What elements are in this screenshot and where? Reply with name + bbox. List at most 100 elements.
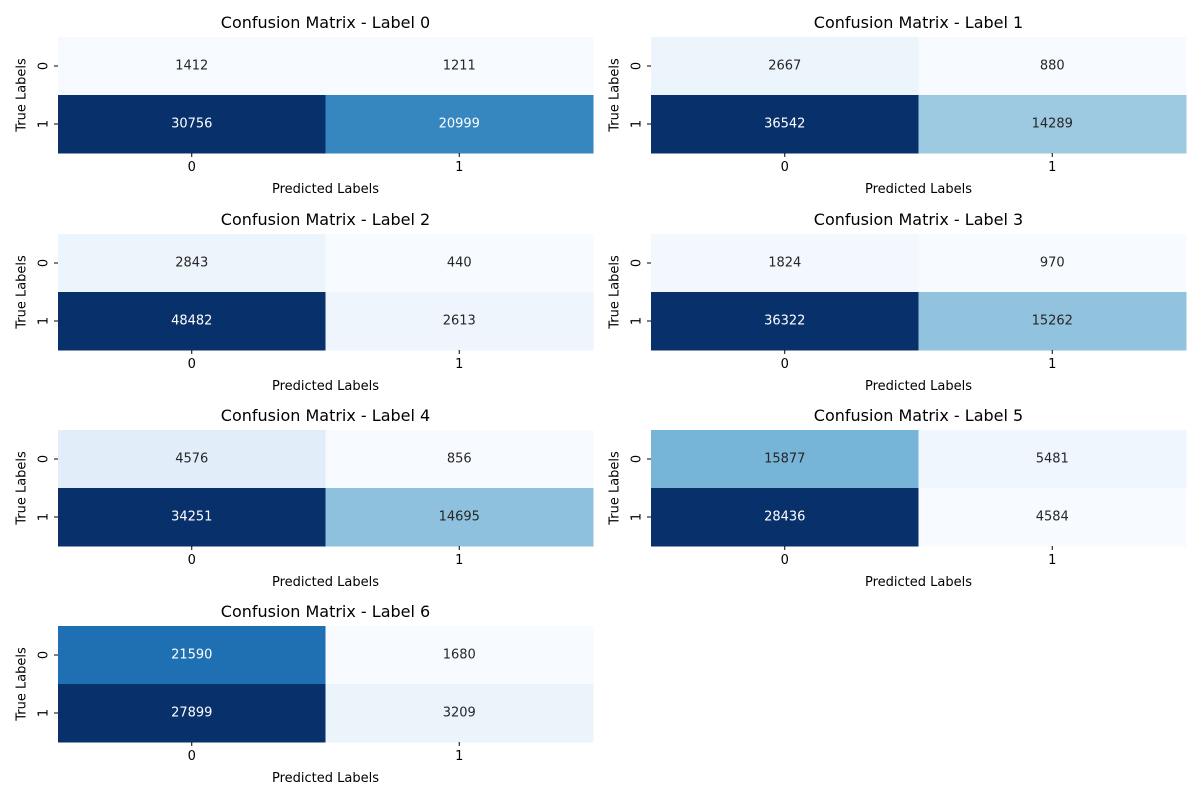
cell-value-label: 48482 [171,314,212,329]
heatmap-cell [58,37,326,96]
heatmap-cell [58,430,326,489]
y-tick-label: 0 [37,455,52,463]
y-axis-label: True Labels [15,255,30,330]
heatmap-cell [651,430,919,489]
heatmap-panel-3: 1824 970 36322 15262 Confusion Matrix - Labe… [608,210,1187,394]
heatmap-cell [325,95,594,154]
cell-value-label: 856 [447,452,472,467]
cell-value-label: 5481 [1036,452,1069,467]
x-tick-label: 0 [188,749,196,764]
heatmap-panel-4: 4576 856 34251 14695 Confusion Matrix - Labe… [15,406,594,590]
heatmap-cell [58,626,326,685]
cell-value-label: 14289 [1032,117,1073,132]
cell-value-label: 2843 [175,256,208,271]
chart-title: Confusion Matrix - Label 6 [221,602,430,621]
cell-value-label: 970 [1040,256,1065,271]
heatmap-cell [325,626,594,685]
cell-value-label: 2667 [768,59,801,74]
cell-value-label: 34251 [171,510,212,525]
x-axis-label: Predicted Labels [865,182,972,197]
y-tick-label: 0 [37,651,52,659]
y-tick-label: 1 [37,709,52,717]
y-tick-label: 0 [37,62,52,70]
heatmap-panel-0: 1412 1211 30756 20999 Confusion Matrix - Lab… [15,13,594,197]
y-axis-label: True Labels [15,451,30,526]
y-tick-label: 1 [37,513,52,521]
y-axis-label: True Labels [608,58,623,133]
heatmap-cell [651,234,919,293]
heatmap-cell [325,430,594,489]
heatmap-panel-5: 15877 5481 28436 4584 Confusion Matrix - Lab… [608,406,1187,590]
chart-title: Confusion Matrix - Label 1 [814,13,1023,32]
heatmap-cell [918,488,1187,547]
cell-value-label: 440 [447,256,472,271]
cell-value-label: 15877 [764,452,805,467]
cell-value-label: 14695 [439,510,480,525]
cell-value-label: 36322 [764,314,805,329]
y-tick-label: 1 [37,120,52,128]
x-axis-label: Predicted Labels [272,771,379,786]
cell-value-label: 27899 [171,706,212,721]
cell-value-label: 1680 [443,648,476,663]
x-tick-label: 0 [781,553,789,568]
x-axis-label: Predicted Labels [272,575,379,590]
heatmap-cell [325,292,594,351]
x-tick-label: 0 [188,160,196,175]
cell-value-label: 1824 [768,256,801,271]
x-tick-label: 1 [455,357,463,372]
x-tick-label: 0 [781,357,789,372]
x-axis-label: Predicted Labels [865,575,972,590]
cell-value-label: 2613 [443,314,476,329]
x-tick-label: 1 [1048,160,1056,175]
chart-title: Confusion Matrix - Label 3 [814,210,1023,229]
cell-value-label: 15262 [1032,314,1073,329]
heatmap-cell [651,488,919,547]
y-tick-label: 0 [630,62,645,70]
chart-title: Confusion Matrix - Label 0 [221,13,430,32]
chart-title: Confusion Matrix - Label 2 [221,210,430,229]
cell-value-label: 30756 [171,117,212,132]
heatmap-cell [58,234,326,293]
x-tick-label: 1 [1048,357,1056,372]
y-tick-label: 1 [630,513,645,521]
heatmap-panel-6: 21590 1680 27899 3209 Confusion Matrix - Lab… [15,602,594,786]
heatmap-cell [325,234,594,293]
x-axis-label: Predicted Labels [272,379,379,394]
heatmap-cell [325,37,594,96]
chart-title: Confusion Matrix - Label 5 [814,406,1023,425]
y-axis-label: True Labels [15,647,30,722]
y-tick-label: 0 [630,259,645,267]
cell-value-label: 20999 [439,117,480,132]
cell-value-label: 4576 [175,452,208,467]
heatmap-panel-1: 2667 880 36542 14289 Confusion Matrix - Labe… [608,13,1187,197]
x-tick-label: 0 [188,357,196,372]
cell-value-label: 1211 [443,59,476,74]
cell-value-label: 28436 [764,510,805,525]
heatmap-cell [651,37,919,96]
heatmap-cell [58,292,326,351]
heatmap-cell [58,684,326,743]
x-tick-label: 1 [455,553,463,568]
heatmap-cell [918,37,1187,96]
cell-value-label: 4584 [1036,510,1069,525]
heatmap-cell [918,95,1187,154]
heatmap-cell [918,292,1187,351]
heatmap-cell [918,234,1187,293]
x-tick-label: 1 [455,749,463,764]
x-tick-label: 0 [188,553,196,568]
cell-value-label: 3209 [443,706,476,721]
x-tick-label: 1 [1048,553,1056,568]
x-axis-label: Predicted Labels [865,379,972,394]
heatmap-panel-2: 2843 440 48482 2613 Confusion Matrix - Label… [15,210,594,394]
y-axis-label: True Labels [608,451,623,526]
cell-value-label: 880 [1040,59,1065,74]
chart-title: Confusion Matrix - Label 4 [221,406,430,425]
cell-value-label: 36542 [764,117,805,132]
y-tick-label: 1 [630,317,645,325]
x-axis-label: Predicted Labels [272,182,379,197]
heatmap-cell [58,95,326,154]
cell-value-label: 21590 [171,648,212,663]
heatmap-cell [325,488,594,547]
x-tick-label: 1 [455,160,463,175]
